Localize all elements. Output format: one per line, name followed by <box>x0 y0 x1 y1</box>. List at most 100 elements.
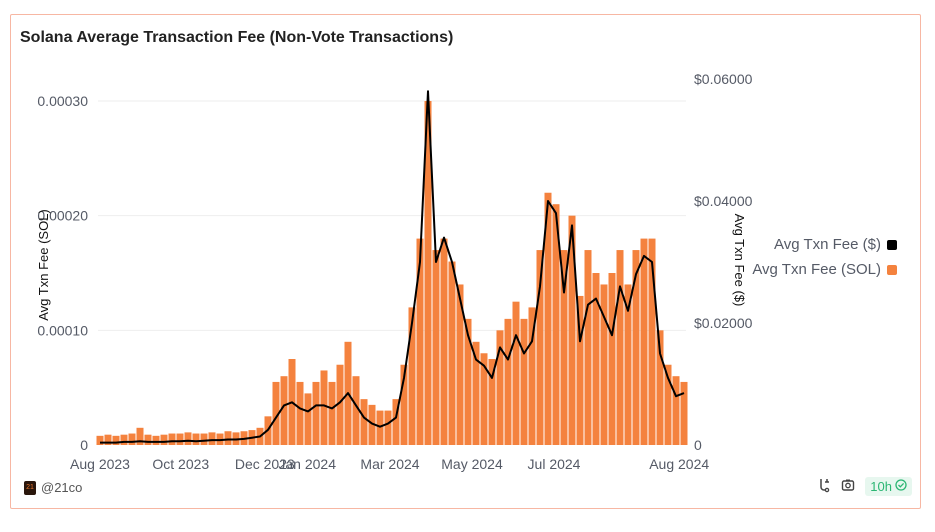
refresh-badge[interactable]: 10h <box>865 477 912 496</box>
x-tick-label: Jan 2024 <box>278 456 336 472</box>
x-tick-label: Dec 2023 <box>235 456 295 472</box>
sol-fee-bar <box>320 370 328 445</box>
sol-fee-bar <box>608 273 616 445</box>
x-tick-label: Jul 2024 <box>528 456 581 472</box>
source-handle: @21co <box>41 480 83 495</box>
sol-fee-bar <box>424 101 432 445</box>
sol-fee-bar <box>600 284 608 445</box>
sol-fee-bar <box>576 295 584 445</box>
sol-fee-bar <box>160 434 168 445</box>
sol-fee-bar <box>384 410 392 445</box>
sol-fee-bar <box>120 434 128 445</box>
sol-fee-bar <box>624 284 632 445</box>
sol-fee-bar <box>472 341 480 445</box>
sol-fee-bar <box>616 250 624 445</box>
sol-fee-bar <box>456 284 464 445</box>
sol-fee-bar <box>144 434 152 445</box>
source-attribution[interactable]: 21 @21co <box>24 480 82 495</box>
sol-fee-bar <box>352 376 360 445</box>
sol-fee-bar <box>336 364 344 445</box>
sol-fee-bar <box>224 431 232 445</box>
legend-label: Avg Txn Fee (SOL) <box>752 261 881 278</box>
sol-fee-bar <box>536 250 544 445</box>
sol-fee-bar <box>112 435 120 445</box>
x-tick-label: May 2024 <box>441 456 503 472</box>
sol-fee-bar <box>408 307 416 445</box>
sol-fee-bar <box>312 381 320 445</box>
right-tick-label: 0 <box>694 437 702 453</box>
sol-fee-bar <box>512 301 520 445</box>
sol-fee-bar <box>168 433 176 445</box>
sol-fee-bar <box>200 433 208 445</box>
camera-icon[interactable] <box>841 478 855 495</box>
sol-fee-bar <box>416 238 424 445</box>
chart-card <box>10 14 921 509</box>
sol-fee-bar <box>128 433 136 445</box>
sol-fee-bar <box>96 435 104 445</box>
sol-fee-bar <box>568 215 576 445</box>
sol-fee-bar <box>152 435 160 445</box>
sol-fee-bar <box>552 204 560 445</box>
right-tick-label: $0.04000 <box>694 193 753 209</box>
sol-fee-bar <box>632 250 640 445</box>
sol-fee-bar <box>680 381 688 445</box>
left-tick-label: 0.00030 <box>37 93 88 109</box>
sol-fee-bar <box>592 273 600 445</box>
sol-fee-bar <box>432 250 440 445</box>
legend-item-usd[interactable]: Avg Txn Fee ($) <box>774 236 897 253</box>
sol-fee-bar <box>328 381 336 445</box>
sol-fee-bar <box>192 433 200 445</box>
sol-fee-bar <box>664 364 672 445</box>
sol-fee-bar <box>176 433 184 445</box>
sol-fee-bar <box>656 330 664 445</box>
sol-fee-bar <box>640 238 648 445</box>
sol-fee-bar <box>496 330 504 445</box>
fork-icon[interactable] <box>817 477 831 496</box>
left-tick-label: 0 <box>80 437 88 453</box>
x-tick-label: Aug 2024 <box>649 456 709 472</box>
sol-fee-bar <box>584 250 592 445</box>
right-tick-label: $0.06000 <box>694 71 753 87</box>
left-axis-label: Avg Txn Fee (SOL) <box>36 209 51 321</box>
sol-fee-bar <box>272 381 280 445</box>
sol-fee-bar <box>368 404 376 445</box>
right-tick-label: $0.02000 <box>694 315 753 331</box>
right-axis-label: Avg Txn Fee ($) <box>732 214 747 307</box>
sol-fee-bar <box>104 434 112 445</box>
refresh-interval: 10h <box>870 479 892 494</box>
legend-item-sol[interactable]: Avg Txn Fee (SOL) <box>752 261 897 278</box>
sol-fee-bar <box>448 261 456 445</box>
sol-fee-bar <box>560 250 568 445</box>
left-tick-label: 0.00010 <box>37 322 88 338</box>
legend-swatch <box>887 264 897 275</box>
x-tick-label: Oct 2023 <box>152 456 209 472</box>
sol-fee-bar <box>304 393 312 445</box>
x-tick-label: Mar 2024 <box>360 456 419 472</box>
sol-fee-bar <box>480 353 488 445</box>
sol-fee-bar <box>464 318 472 445</box>
sol-fee-bar <box>520 318 528 445</box>
sol-fee-bar <box>528 307 536 445</box>
sol-fee-bar <box>136 427 144 445</box>
sol-fee-bar <box>400 364 408 445</box>
sol-fee-bar <box>544 192 552 445</box>
21co-logo: 21 <box>24 480 36 495</box>
sol-fee-bar <box>376 410 384 445</box>
sol-fee-bar <box>360 399 368 445</box>
sol-fee-bar <box>208 432 216 445</box>
x-tick-label: Aug 2023 <box>70 456 130 472</box>
left-tick-label: 0.00020 <box>37 208 88 224</box>
sol-fee-bar <box>648 238 656 445</box>
verified-check-icon <box>895 479 907 494</box>
footer-actions: 10h <box>817 477 912 496</box>
sol-fee-bar <box>440 238 448 445</box>
legend-label: Avg Txn Fee ($) <box>774 236 881 253</box>
usd-fee-line <box>100 90 685 444</box>
chart-title: Solana Average Transaction Fee (Non-Vote… <box>20 29 454 46</box>
sol-fee-bar <box>488 359 496 445</box>
sol-fee-bar <box>392 399 400 445</box>
sol-fee-bar <box>280 376 288 445</box>
sol-fee-bar <box>184 432 192 445</box>
sol-fee-bar <box>296 381 304 445</box>
